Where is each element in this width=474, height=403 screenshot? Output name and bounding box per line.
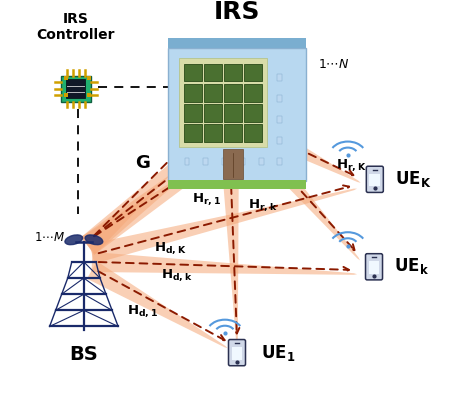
FancyBboxPatch shape (66, 79, 85, 98)
FancyBboxPatch shape (203, 137, 208, 144)
FancyBboxPatch shape (259, 137, 264, 144)
Text: $\mathbf{H}_{\mathbf{r,k}}$: $\mathbf{H}_{\mathbf{r,k}}$ (248, 198, 278, 213)
FancyBboxPatch shape (203, 116, 208, 123)
FancyBboxPatch shape (224, 64, 242, 81)
FancyBboxPatch shape (222, 74, 227, 81)
FancyBboxPatch shape (222, 158, 227, 165)
Text: IRS
Controller: IRS Controller (36, 12, 115, 42)
Text: BS: BS (70, 345, 98, 364)
FancyBboxPatch shape (222, 137, 227, 144)
FancyBboxPatch shape (240, 74, 245, 81)
FancyBboxPatch shape (184, 84, 201, 102)
Text: $\mathbf{G}$: $\mathbf{G}$ (135, 154, 150, 172)
FancyBboxPatch shape (240, 116, 245, 123)
FancyBboxPatch shape (64, 76, 68, 80)
FancyBboxPatch shape (240, 137, 245, 144)
FancyBboxPatch shape (184, 104, 201, 122)
FancyBboxPatch shape (204, 84, 222, 102)
Polygon shape (253, 120, 361, 183)
FancyBboxPatch shape (184, 95, 190, 102)
Polygon shape (90, 189, 357, 264)
Polygon shape (81, 127, 239, 255)
FancyBboxPatch shape (232, 347, 242, 359)
FancyBboxPatch shape (277, 116, 282, 123)
FancyBboxPatch shape (277, 95, 282, 102)
FancyBboxPatch shape (203, 74, 208, 81)
Text: $\mathbf{H}_{\mathbf{d,K}}$: $\mathbf{H}_{\mathbf{d,K}}$ (154, 240, 187, 256)
Text: $\mathbf{H}_{\mathbf{r,K}}$: $\mathbf{H}_{\mathbf{r,K}}$ (336, 158, 366, 173)
FancyBboxPatch shape (277, 74, 282, 81)
Text: $\mathbf{H}_{\mathbf{r,1}}$: $\mathbf{H}_{\mathbf{r,1}}$ (192, 192, 221, 207)
FancyBboxPatch shape (87, 93, 91, 97)
Polygon shape (91, 252, 357, 275)
FancyBboxPatch shape (240, 95, 245, 102)
FancyBboxPatch shape (365, 254, 383, 280)
Polygon shape (219, 129, 239, 346)
Polygon shape (237, 123, 360, 260)
FancyBboxPatch shape (203, 95, 208, 102)
Text: $\mathbf{H}_{\mathbf{d,k}}$: $\mathbf{H}_{\mathbf{d,k}}$ (161, 267, 192, 283)
FancyBboxPatch shape (184, 158, 190, 165)
FancyBboxPatch shape (369, 261, 379, 274)
FancyBboxPatch shape (224, 84, 242, 102)
FancyBboxPatch shape (184, 64, 201, 81)
FancyBboxPatch shape (168, 180, 306, 189)
FancyBboxPatch shape (244, 84, 262, 102)
FancyBboxPatch shape (184, 124, 201, 142)
Text: $\mathbf{UE_1}$: $\mathbf{UE_1}$ (261, 343, 295, 363)
FancyBboxPatch shape (369, 174, 380, 186)
FancyBboxPatch shape (64, 93, 68, 97)
FancyBboxPatch shape (222, 116, 227, 123)
FancyBboxPatch shape (204, 124, 222, 142)
FancyBboxPatch shape (203, 158, 208, 165)
FancyBboxPatch shape (222, 95, 227, 102)
FancyBboxPatch shape (366, 166, 383, 192)
Text: $\mathbf{H}_{\mathbf{d,1}}$: $\mathbf{H}_{\mathbf{d,1}}$ (127, 303, 158, 319)
Polygon shape (82, 127, 264, 255)
FancyBboxPatch shape (259, 116, 264, 123)
Ellipse shape (85, 235, 103, 245)
FancyBboxPatch shape (244, 104, 262, 122)
FancyBboxPatch shape (277, 137, 282, 144)
FancyBboxPatch shape (223, 149, 243, 179)
FancyBboxPatch shape (204, 104, 222, 122)
FancyBboxPatch shape (224, 104, 242, 122)
FancyBboxPatch shape (244, 64, 262, 81)
FancyBboxPatch shape (240, 158, 245, 165)
Text: $1\cdots M$: $1\cdots M$ (34, 231, 65, 244)
FancyBboxPatch shape (259, 95, 264, 102)
FancyBboxPatch shape (277, 158, 282, 165)
FancyBboxPatch shape (168, 48, 306, 181)
FancyBboxPatch shape (204, 64, 222, 81)
FancyBboxPatch shape (224, 124, 242, 142)
FancyBboxPatch shape (184, 116, 190, 123)
Text: $1\cdots \mathit{N}$: $1\cdots \mathit{N}$ (318, 58, 349, 71)
FancyBboxPatch shape (259, 158, 264, 165)
Text: $\mathbf{UE_k}$: $\mathbf{UE_k}$ (394, 256, 429, 276)
Polygon shape (87, 261, 228, 348)
FancyBboxPatch shape (179, 58, 267, 147)
Text: IRS: IRS (214, 0, 260, 24)
FancyBboxPatch shape (244, 124, 262, 142)
FancyBboxPatch shape (259, 74, 264, 81)
FancyBboxPatch shape (87, 76, 91, 80)
FancyBboxPatch shape (168, 38, 306, 48)
FancyBboxPatch shape (61, 76, 91, 102)
FancyBboxPatch shape (184, 137, 190, 144)
FancyBboxPatch shape (184, 74, 190, 81)
FancyBboxPatch shape (228, 339, 246, 366)
Ellipse shape (65, 235, 82, 245)
Polygon shape (80, 127, 215, 254)
Text: $\mathbf{UE_K}$: $\mathbf{UE_K}$ (395, 169, 431, 189)
